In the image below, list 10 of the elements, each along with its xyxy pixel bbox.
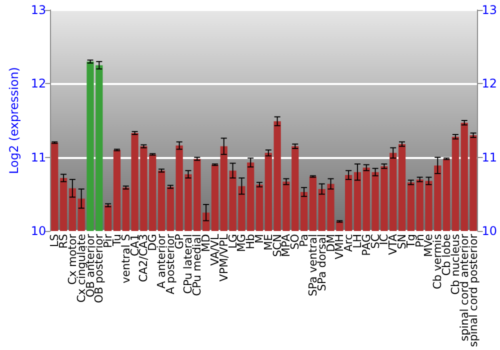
y-tick-label: 11 bbox=[30, 150, 46, 164]
y-tick-label: 13 bbox=[30, 3, 46, 17]
y-tick-label: 12 bbox=[30, 76, 46, 91]
y2-tick-label: 10 bbox=[482, 224, 498, 238]
x-tick-label: OB posterior bbox=[92, 234, 106, 304]
y2-tick-label: 12 bbox=[482, 76, 498, 91]
y2-tick-label: 13 bbox=[482, 3, 498, 17]
y-tick-label: 10 bbox=[30, 224, 46, 238]
y-axis-title: Log2 (expression) bbox=[7, 67, 21, 174]
y2-tick-label: 11 bbox=[482, 150, 498, 164]
